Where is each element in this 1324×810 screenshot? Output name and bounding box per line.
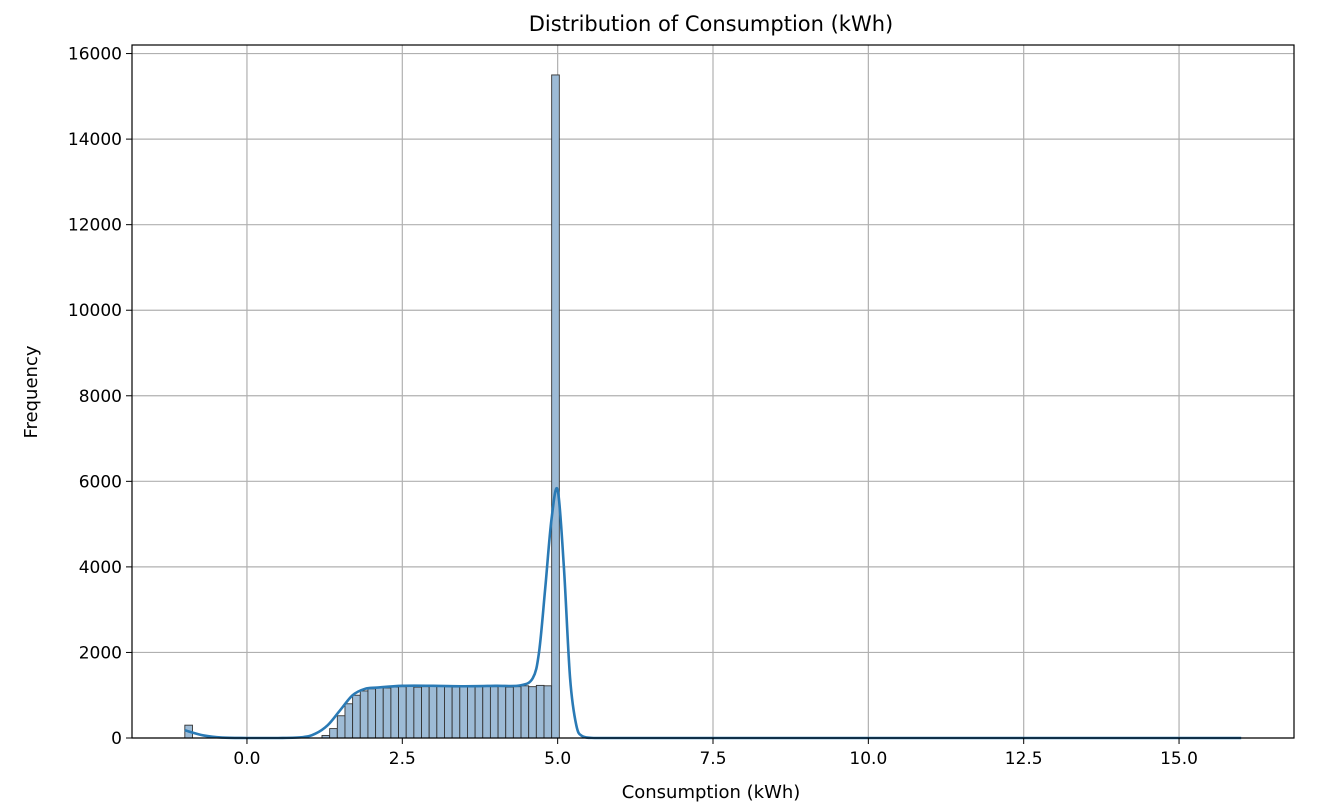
histogram-bar — [451, 686, 461, 739]
histogram-bar — [329, 728, 338, 739]
x-tick-label: 10.0 — [849, 749, 887, 769]
y-tick-label: 6000 — [79, 472, 122, 492]
histogram-bar — [421, 686, 430, 739]
histogram-bar — [359, 690, 369, 739]
histogram-bar — [489, 686, 499, 739]
histogram-bar — [405, 685, 415, 739]
grid-lines — [132, 45, 1294, 739]
y-tick-label: 4000 — [79, 558, 122, 578]
histogram-bar — [467, 686, 476, 739]
y-axis-label: Frequency — [21, 345, 42, 438]
y-tick-label: 8000 — [79, 387, 122, 407]
histogram-bar — [520, 685, 530, 739]
histogram-bar — [459, 685, 468, 739]
histogram-bar — [474, 685, 484, 739]
x-tick-label: 5.0 — [544, 749, 571, 769]
histogram-bar — [497, 685, 507, 739]
chart-title: Distribution of Consumption (kWh) — [529, 12, 894, 36]
histogram-bar — [382, 687, 392, 739]
histogram-bar — [444, 686, 453, 739]
y-tick-label: 0 — [111, 729, 122, 749]
x-tick-label: 2.5 — [389, 749, 416, 769]
histogram-bar — [505, 686, 514, 739]
histogram-bar — [535, 684, 545, 739]
histogram-bar — [375, 687, 384, 739]
y-tick-label: 12000 — [68, 216, 122, 236]
y-axis-ticks: 0 2000 4000 6000 8000 10000 12000 14000 16000 — [68, 45, 132, 749]
x-tick-label: 12.5 — [1005, 749, 1043, 769]
histogram-bar — [413, 686, 422, 739]
histogram-bar — [336, 715, 346, 739]
histogram-bar — [512, 686, 522, 739]
histogram-bar — [528, 686, 537, 739]
histogram-bars — [184, 74, 560, 739]
histogram-bar — [344, 703, 354, 739]
x-axis-ticks: 0.0 2.5 5.0 7.5 10.0 12.5 15.0 — [233, 738, 1198, 769]
histogram-bar — [551, 74, 560, 739]
histogram-bar — [390, 686, 400, 739]
x-axis-label: Consumption (kWh) — [622, 782, 801, 803]
histogram-bar — [352, 694, 361, 739]
x-tick-label: 15.0 — [1160, 749, 1198, 769]
histogram-bar — [543, 685, 553, 739]
histogram-bar — [482, 685, 491, 739]
histogram-bar — [436, 685, 445, 739]
histogram-bar — [367, 688, 377, 739]
y-tick-label: 14000 — [68, 130, 122, 150]
histogram-bar — [428, 685, 438, 739]
y-tick-label: 16000 — [68, 45, 122, 65]
x-tick-label: 0.0 — [233, 749, 260, 769]
y-tick-label: 2000 — [79, 643, 122, 663]
histogram-bar — [398, 686, 407, 739]
y-tick-label: 10000 — [68, 301, 122, 321]
x-tick-label: 7.5 — [699, 749, 726, 769]
